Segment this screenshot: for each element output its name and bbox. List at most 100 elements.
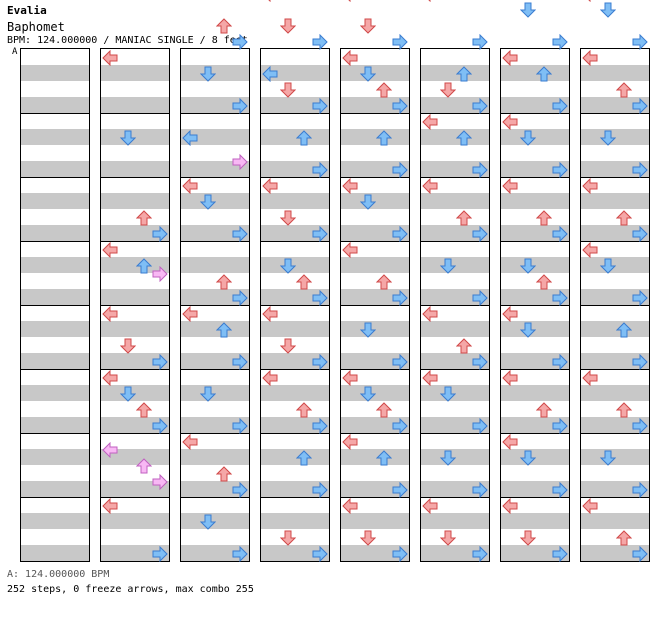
right-arrow-icon xyxy=(152,546,168,562)
chart-column xyxy=(580,48,650,562)
left-arrow-icon xyxy=(422,0,438,2)
measure-line xyxy=(501,369,569,370)
down-arrow-icon xyxy=(280,258,296,274)
down-arrow-icon xyxy=(600,450,616,466)
right-arrow-icon xyxy=(472,418,488,434)
measure-line xyxy=(261,241,329,242)
beat-stripe xyxy=(421,129,489,145)
measure-line xyxy=(261,497,329,498)
beat-stripe xyxy=(101,97,169,113)
right-arrow-icon xyxy=(472,34,488,50)
beat-stripe xyxy=(181,481,249,497)
left-arrow-icon xyxy=(582,0,598,2)
right-arrow-icon xyxy=(632,482,648,498)
measure-line xyxy=(501,241,569,242)
down-arrow-icon xyxy=(360,322,376,338)
left-arrow-icon xyxy=(502,370,518,386)
beat-stripe xyxy=(501,257,569,273)
down-arrow-icon xyxy=(200,66,216,82)
beat-stripe xyxy=(421,417,489,433)
right-arrow-icon xyxy=(232,546,248,562)
down-arrow-icon xyxy=(200,194,216,210)
footer-bpm-list: A: 124.000000 BPM xyxy=(7,569,110,580)
measure-line xyxy=(581,241,649,242)
down-arrow-icon xyxy=(440,530,456,546)
beat-stripe xyxy=(261,193,329,209)
left-arrow-icon xyxy=(342,370,358,386)
beat-stripe xyxy=(341,225,409,241)
beat-stripe xyxy=(581,193,649,209)
down-arrow-icon xyxy=(520,322,536,338)
right-arrow-icon xyxy=(552,98,568,114)
left-arrow-icon xyxy=(502,114,518,130)
beat-stripe xyxy=(341,321,409,337)
beat-stripe xyxy=(261,513,329,529)
beat-stripe xyxy=(581,289,649,305)
right-arrow-icon xyxy=(392,34,408,50)
beat-stripe xyxy=(21,321,89,337)
beat-stripe xyxy=(181,385,249,401)
down-arrow-icon xyxy=(520,130,536,146)
measure-line xyxy=(21,305,89,306)
right-arrow-icon xyxy=(392,98,408,114)
up-arrow-icon xyxy=(456,338,472,354)
up-arrow-icon xyxy=(376,402,392,418)
left-arrow-icon xyxy=(102,370,118,386)
left-arrow-icon xyxy=(262,306,278,322)
measure-line xyxy=(21,433,89,434)
right-arrow-icon xyxy=(472,482,488,498)
beat-stripe xyxy=(501,97,569,113)
beat-stripe xyxy=(261,385,329,401)
beat-stripe xyxy=(421,193,489,209)
beat-stripe xyxy=(581,449,649,465)
right-arrow-icon xyxy=(232,290,248,306)
left-arrow-icon xyxy=(342,0,358,2)
beat-stripe xyxy=(341,97,409,113)
measure-line xyxy=(261,177,329,178)
beat-stripe xyxy=(421,97,489,113)
measure-line xyxy=(101,177,169,178)
measure-line xyxy=(421,113,489,114)
left-arrow-icon xyxy=(182,306,198,322)
beat-stripe xyxy=(181,225,249,241)
down-arrow-icon xyxy=(120,386,136,402)
right-arrow-icon xyxy=(472,546,488,562)
left-arrow-icon xyxy=(502,178,518,194)
measure-line xyxy=(101,241,169,242)
up-arrow-icon xyxy=(616,530,632,546)
beat-stripe xyxy=(181,513,249,529)
beat-stripe xyxy=(501,449,569,465)
up-arrow-icon xyxy=(296,130,312,146)
beat-stripe xyxy=(341,449,409,465)
down-arrow-icon xyxy=(360,530,376,546)
beat-stripe xyxy=(101,513,169,529)
right-arrow-icon xyxy=(392,226,408,242)
measure-line xyxy=(101,497,169,498)
up-arrow-icon xyxy=(536,402,552,418)
right-arrow-icon xyxy=(152,354,168,370)
right-arrow-icon xyxy=(552,482,568,498)
measure-line xyxy=(421,177,489,178)
chart-column xyxy=(500,48,570,562)
beat-stripe xyxy=(421,257,489,273)
measure-line xyxy=(261,369,329,370)
right-arrow-icon xyxy=(552,546,568,562)
chart-column xyxy=(20,48,90,562)
beat-stripe xyxy=(341,193,409,209)
up-arrow-icon xyxy=(296,402,312,418)
beat-stripe xyxy=(341,513,409,529)
beat-stripe xyxy=(421,353,489,369)
beat-stripe xyxy=(21,225,89,241)
down-arrow-icon xyxy=(600,258,616,274)
beat-stripe xyxy=(341,257,409,273)
beat-stripe xyxy=(501,65,569,81)
chart-column xyxy=(180,48,250,562)
left-arrow-icon xyxy=(422,178,438,194)
left-arrow-icon xyxy=(422,306,438,322)
measure-line xyxy=(341,305,409,306)
beat-stripe xyxy=(21,129,89,145)
right-arrow-icon xyxy=(312,226,328,242)
down-arrow-icon xyxy=(200,386,216,402)
beat-stripe xyxy=(261,257,329,273)
